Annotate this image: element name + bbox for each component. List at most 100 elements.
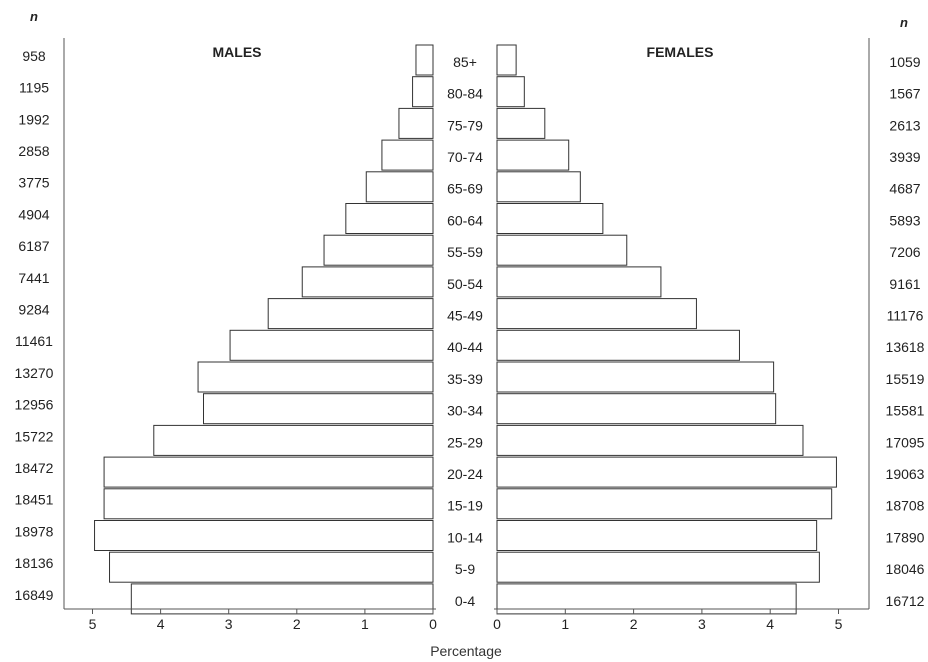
female-n-label: 13618 bbox=[886, 339, 925, 355]
male-bar-65-69 bbox=[365, 171, 434, 203]
female-bar-55-59 bbox=[496, 234, 628, 266]
females-x-tick-label: 2 bbox=[630, 616, 638, 632]
female-n-label: 5893 bbox=[889, 212, 920, 228]
male-bar-60-64 bbox=[345, 203, 434, 234]
female-n-label: 3939 bbox=[889, 149, 920, 165]
male-n-label: 18978 bbox=[15, 523, 54, 539]
female-bar-30-34 bbox=[496, 393, 777, 425]
age-group-label: 50-54 bbox=[447, 276, 483, 292]
males-n-column-header: n bbox=[30, 9, 38, 24]
males-x-tick-label: 2 bbox=[293, 616, 301, 632]
females-x-tick-label: 0 bbox=[493, 616, 501, 632]
age-group-label: 60-64 bbox=[447, 212, 483, 228]
male-bar-55-59 bbox=[323, 234, 434, 266]
male-n-label: 6187 bbox=[18, 238, 49, 254]
male-bar-45-49 bbox=[267, 298, 434, 330]
male-bar-85+ bbox=[415, 44, 434, 76]
male-bar-40-44 bbox=[229, 329, 434, 361]
female-n-label: 11176 bbox=[887, 307, 924, 323]
female-bar-50-54 bbox=[496, 266, 662, 298]
age-group-label: 75-79 bbox=[447, 117, 483, 133]
male-bar-30-34 bbox=[203, 393, 434, 425]
age-group-label: 15-19 bbox=[447, 498, 483, 514]
female-n-label: 18046 bbox=[886, 561, 925, 577]
females-n-column-header: n bbox=[900, 15, 908, 30]
males-x-tick-label: 0 bbox=[429, 616, 437, 632]
female-bar-45-49 bbox=[496, 298, 697, 330]
female-n-label: 9161 bbox=[889, 276, 920, 292]
age-group-label: 85+ bbox=[453, 54, 477, 70]
males-panel-title: MALES bbox=[213, 44, 262, 60]
male-bar-25-29 bbox=[153, 424, 434, 456]
male-n-label: 3775 bbox=[18, 175, 49, 191]
male-n-label: 12956 bbox=[15, 397, 54, 413]
female-bar-75-79 bbox=[496, 107, 546, 139]
male-n-label: 18472 bbox=[15, 460, 54, 476]
age-group-label: 10-14 bbox=[447, 529, 483, 545]
female-n-label: 15519 bbox=[886, 371, 925, 387]
female-n-label: 19063 bbox=[886, 466, 925, 482]
male-n-label: 15722 bbox=[15, 428, 54, 444]
age-group-label: 55-59 bbox=[447, 244, 483, 260]
male-bar-70-74 bbox=[381, 139, 434, 171]
female-bar-20-24 bbox=[496, 456, 837, 488]
male-n-label: 7441 bbox=[18, 270, 49, 286]
female-bar-5-9 bbox=[496, 551, 820, 583]
male-n-label: 1992 bbox=[18, 111, 49, 127]
x-axis-label: Percentage bbox=[430, 643, 502, 659]
males-x-tick-label: 3 bbox=[225, 616, 233, 632]
female-n-label: 16712 bbox=[886, 593, 925, 609]
age-group-label: 0-4 bbox=[455, 593, 475, 609]
male-n-label: 18136 bbox=[15, 555, 54, 571]
female-bar-35-39 bbox=[496, 361, 775, 393]
age-group-label: 70-74 bbox=[447, 149, 483, 165]
female-bar-40-44 bbox=[496, 329, 740, 361]
male-n-label: 16849 bbox=[15, 587, 54, 603]
females-x-tick-label: 3 bbox=[698, 616, 706, 632]
female-n-label: 4687 bbox=[889, 181, 920, 197]
males-panel: MALES bbox=[213, 44, 262, 60]
age-group-label: 80-84 bbox=[447, 86, 483, 102]
female-bar-70-74 bbox=[496, 139, 570, 171]
female-bar-15-19 bbox=[496, 488, 833, 520]
male-n-label: 2858 bbox=[18, 143, 49, 159]
female-bar-60-64 bbox=[496, 203, 604, 234]
female-bar-25-29 bbox=[496, 424, 804, 456]
age-group-label: 5-9 bbox=[455, 561, 475, 577]
age-group-label: 45-49 bbox=[447, 307, 483, 323]
male-bar-15-19 bbox=[103, 488, 434, 520]
age-group-label: 20-24 bbox=[447, 466, 483, 482]
male-bar-35-39 bbox=[197, 361, 434, 393]
male-n-label: 11461 bbox=[15, 333, 53, 349]
male-n-label: 4904 bbox=[18, 206, 49, 222]
male-n-label: 13270 bbox=[15, 365, 54, 381]
age-group-label: 40-44 bbox=[447, 339, 483, 355]
females-x-tick-label: 1 bbox=[561, 616, 569, 632]
male-n-label: 1195 bbox=[19, 80, 49, 96]
males-x-tick-label: 1 bbox=[361, 616, 369, 632]
age-group-label: 25-29 bbox=[447, 434, 483, 450]
males-x-tick-label: 5 bbox=[89, 616, 97, 632]
females-x-tick-label: 5 bbox=[835, 616, 843, 632]
male-bar-80-84 bbox=[412, 76, 434, 108]
male-bar-75-79 bbox=[398, 107, 434, 139]
male-bar-20-24 bbox=[103, 456, 434, 488]
males-x-tick-label: 4 bbox=[157, 616, 165, 632]
male-n-label: 958 bbox=[22, 48, 46, 64]
age-group-label: 35-39 bbox=[447, 371, 483, 387]
male-n-label: 18451 bbox=[15, 492, 54, 508]
female-n-label: 18708 bbox=[886, 498, 925, 514]
female-n-label: 15581 bbox=[886, 403, 925, 419]
females-panel: FEMALES bbox=[647, 44, 714, 60]
male-bar-10-14 bbox=[94, 520, 434, 551]
female-n-label: 1059 bbox=[889, 54, 920, 70]
females-x-tick-label: 4 bbox=[766, 616, 774, 632]
female-n-label: 17890 bbox=[886, 529, 925, 545]
female-bar-85+ bbox=[496, 44, 517, 76]
female-bar-10-14 bbox=[496, 520, 818, 551]
female-n-label: 7206 bbox=[889, 244, 920, 260]
female-n-label: 2613 bbox=[889, 117, 920, 133]
females-panel-title: FEMALES bbox=[647, 44, 714, 60]
female-n-label: 1567 bbox=[889, 86, 920, 102]
